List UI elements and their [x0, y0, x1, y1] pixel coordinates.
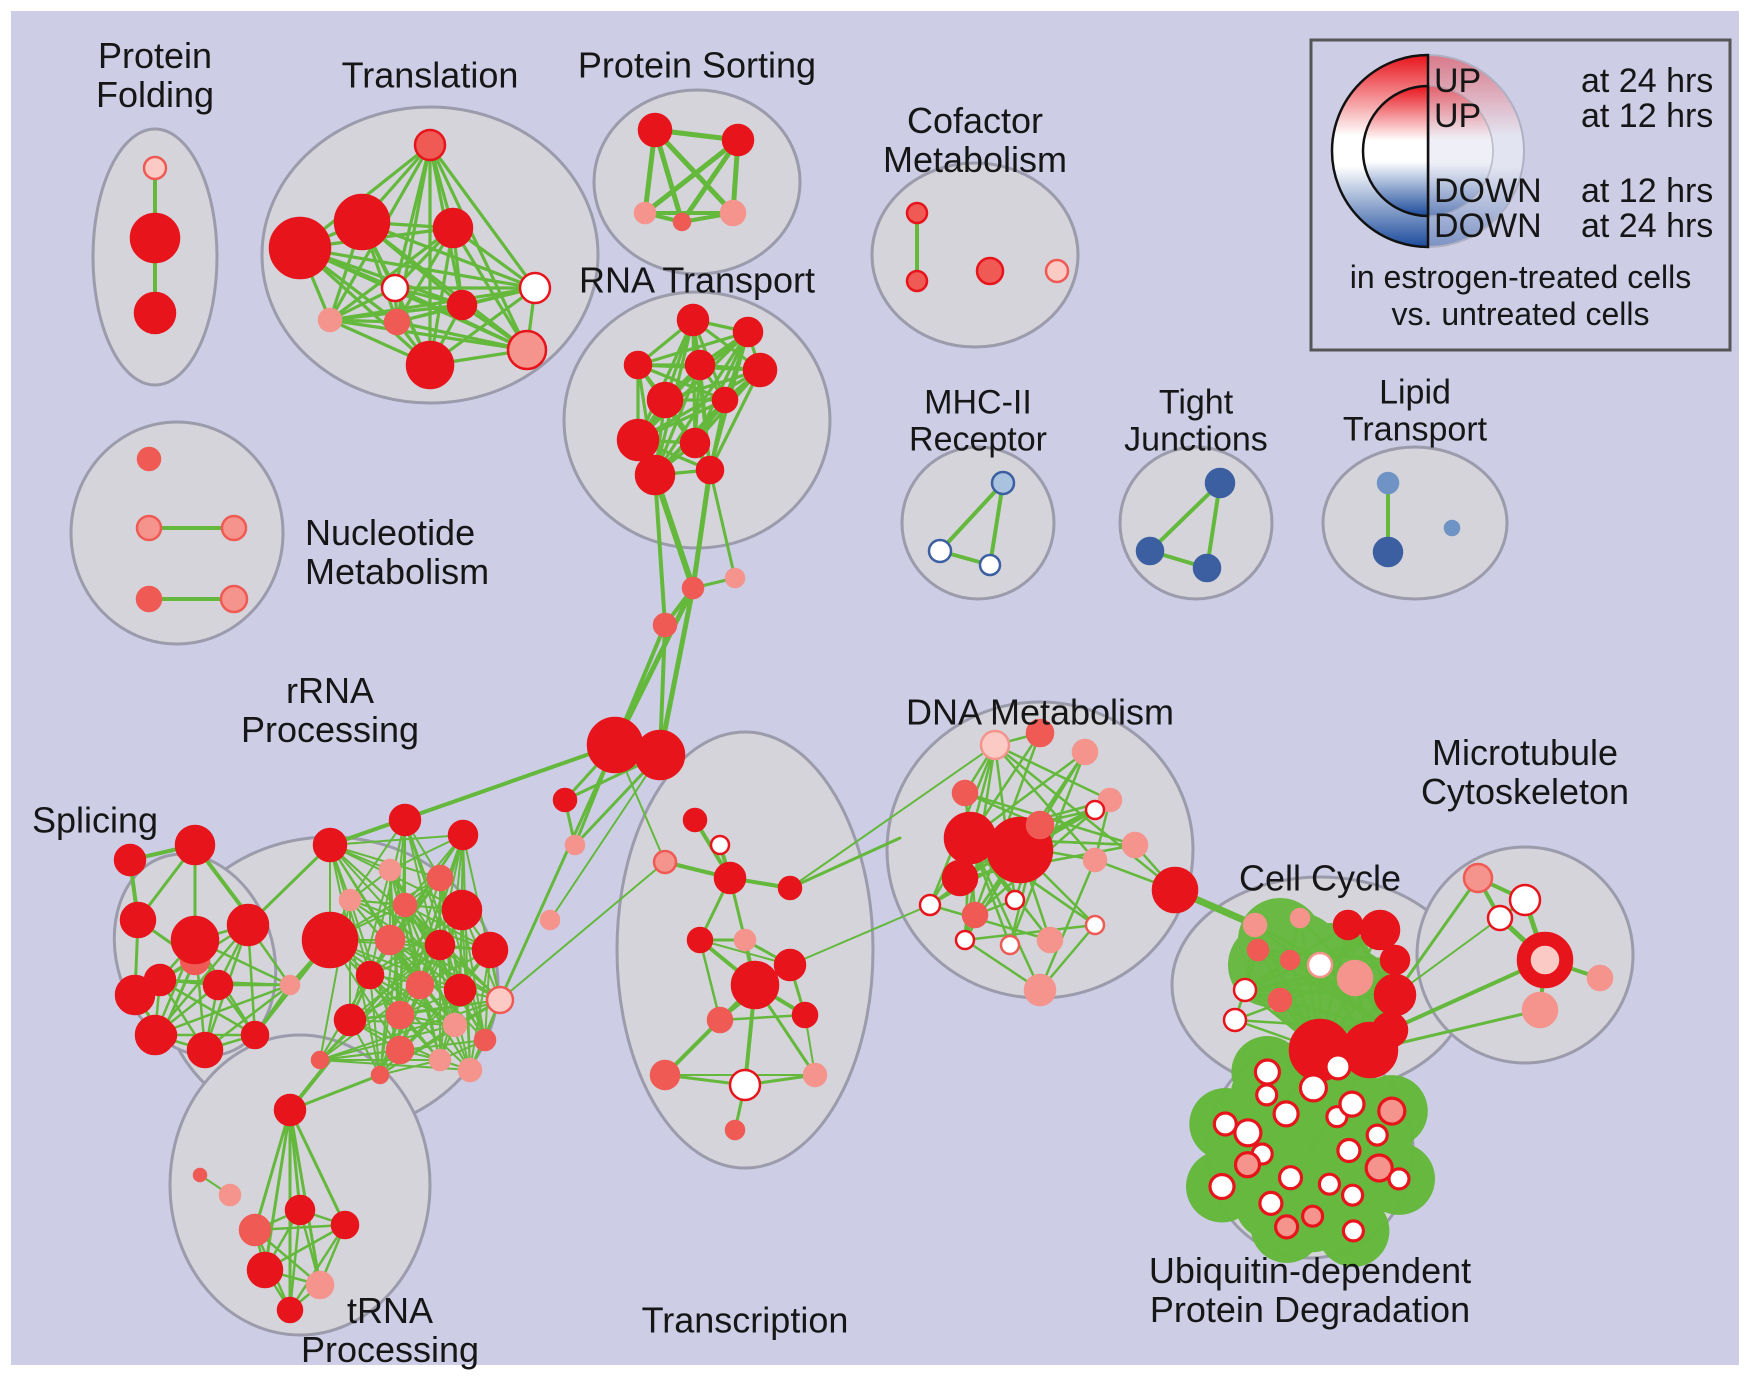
svg-text:DOWN: DOWN — [1434, 207, 1542, 245]
svg-text:Processing: Processing — [301, 1329, 479, 1370]
svg-text:at 12 hrs: at 12 hrs — [1581, 172, 1713, 210]
svg-text:Cofactor: Cofactor — [907, 100, 1043, 141]
svg-text:Cytoskeleton: Cytoskeleton — [1421, 771, 1629, 812]
svg-text:Transcription: Transcription — [642, 1300, 849, 1341]
svg-text:UP: UP — [1434, 97, 1481, 135]
svg-text:Processing: Processing — [241, 709, 419, 750]
svg-text:RNA Transport: RNA Transport — [579, 260, 815, 301]
svg-text:MHC-II: MHC-II — [924, 384, 1032, 422]
svg-text:Tight: Tight — [1159, 384, 1234, 422]
svg-text:at 12 hrs: at 12 hrs — [1581, 97, 1713, 135]
svg-text:rRNA: rRNA — [286, 670, 374, 711]
svg-text:Protein: Protein — [98, 35, 212, 76]
svg-text:at 24 hrs: at 24 hrs — [1581, 62, 1713, 100]
svg-text:Microtubule: Microtubule — [1432, 732, 1618, 773]
svg-text:Lipid: Lipid — [1379, 374, 1451, 412]
svg-text:tRNA: tRNA — [347, 1290, 433, 1331]
svg-text:at 24 hrs: at 24 hrs — [1581, 207, 1713, 245]
svg-text:Protein Degradation: Protein Degradation — [1150, 1289, 1470, 1330]
svg-text:DOWN: DOWN — [1434, 172, 1542, 210]
svg-text:Junctions: Junctions — [1124, 420, 1268, 458]
svg-text:UP: UP — [1434, 62, 1481, 100]
svg-text:Splicing: Splicing — [32, 800, 158, 841]
svg-text:vs. untreated cells: vs. untreated cells — [1392, 296, 1650, 332]
svg-text:Transport: Transport — [1343, 410, 1488, 448]
svg-text:Metabolism: Metabolism — [883, 139, 1067, 180]
svg-text:DNA Metabolism: DNA Metabolism — [906, 692, 1174, 733]
svg-text:Cell Cycle: Cell Cycle — [1239, 858, 1401, 899]
svg-text:in estrogen-treated cells: in estrogen-treated cells — [1350, 259, 1692, 295]
svg-text:Protein Sorting: Protein Sorting — [578, 45, 816, 86]
svg-text:Folding: Folding — [96, 74, 214, 115]
svg-text:Ubiquitin-dependent: Ubiquitin-dependent — [1149, 1250, 1471, 1291]
svg-text:Metabolism: Metabolism — [305, 551, 489, 592]
svg-text:Translation: Translation — [342, 55, 519, 96]
svg-text:Nucleotide: Nucleotide — [305, 512, 475, 553]
svg-text:Receptor: Receptor — [909, 420, 1047, 458]
